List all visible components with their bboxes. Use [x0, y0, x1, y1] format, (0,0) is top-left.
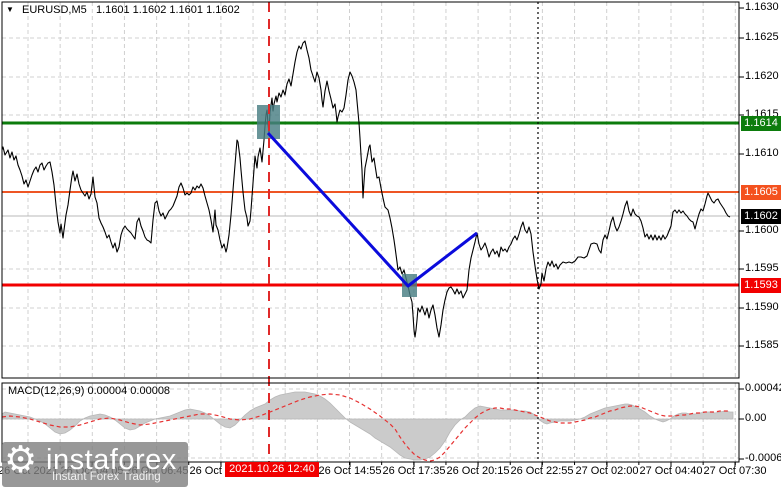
price-tick-label: 1.1620 [745, 70, 779, 82]
price-tick-label: 1.1595 [745, 262, 779, 274]
ohlc-quotes: 1.1601 1.1602 1.1601 1.1602 [95, 4, 240, 16]
chart-frame [1, 1, 744, 467]
instaforex-watermark: ⚙ instaforex Instant Forex Trading [2, 439, 188, 487]
price-tick-label: 1.1590 [745, 301, 779, 313]
brand-name: instaforex [46, 444, 177, 476]
macd-scale-label: 0.00 [745, 412, 767, 424]
axis-price-badge: 1.1614 [741, 116, 781, 131]
macd-signal-line [1, 393, 730, 462]
symbol-header: ▼ EURUSD,M5 1.1601 1.1602 1.1601 1.1602 [6, 4, 240, 16]
time-tick-label: 26 Oct 20:15 [446, 465, 510, 477]
time-tick-label: 26 Oct 22:55 [510, 465, 574, 477]
chevron-down-icon[interactable]: ▼ [6, 5, 14, 14]
macd-label: MACD(12,26,9) 0.00004 0.00008 [8, 385, 171, 397]
entry-time-badge: 2021.10.26 12:40 [225, 462, 319, 477]
main-panel-border [1, 1, 740, 379]
time-tick-label: 27 Oct 04:40 [639, 465, 703, 477]
symbol-name: EURUSD,M5 [21, 4, 87, 16]
macd-histogram [1, 391, 734, 461]
axis-price-badge: 1.1605 [741, 185, 781, 200]
price-tick-label: 1.1600 [745, 224, 779, 236]
blue-trend-line[interactable] [266, 131, 478, 288]
brand-tagline: Instant Forex Trading [52, 471, 161, 483]
price-tick-label: 1.1610 [745, 147, 779, 159]
price-tick-label: 1.1625 [745, 31, 779, 43]
gear-logo-icon: ⚙ [4, 439, 38, 480]
drawn-objects-layer [257, 2, 539, 462]
price-line-series [1, 40, 731, 338]
price-line [1, 40, 731, 338]
macd-scale-label: 0.00042 [745, 382, 781, 394]
macd-indicator [1, 391, 739, 462]
time-tick-label: 26 Oct 14:55 [318, 465, 382, 477]
time-tick-label: 27 Oct 07:30 [703, 465, 767, 477]
price-tick-label: 1.1630 [745, 1, 779, 13]
time-tick-label: 26 Oct 17:35 [382, 465, 446, 477]
macd-panel-border [1, 382, 740, 463]
axis-price-badge: 1.1593 [741, 278, 781, 293]
horizontal-level-lines [2, 121, 739, 287]
axis-price-badge: 1.1602 [741, 209, 781, 224]
macd-scale-label: -0.00065 [745, 452, 781, 464]
price-tick-label: 1.1585 [745, 339, 779, 351]
time-tick-label: 27 Oct 02:00 [575, 465, 639, 477]
